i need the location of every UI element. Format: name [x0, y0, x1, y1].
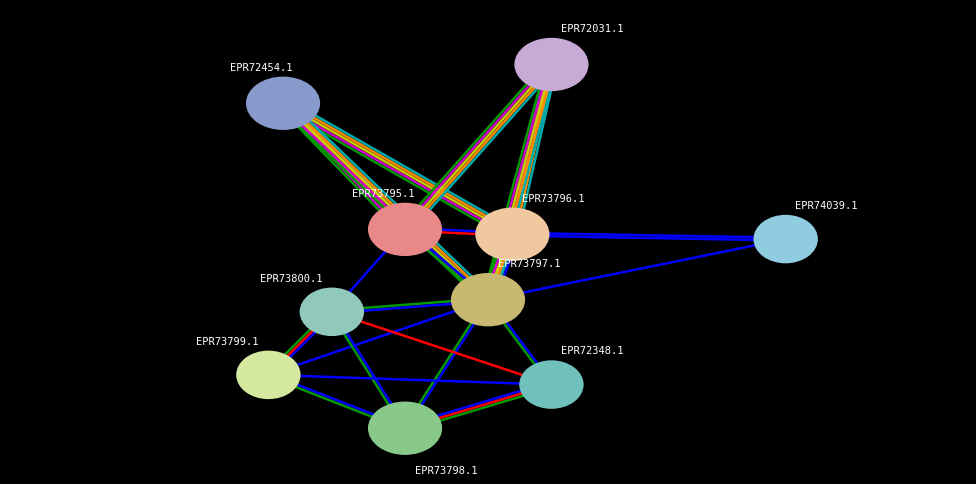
Text: EPR73798.1: EPR73798.1	[415, 465, 477, 475]
Text: EPR73797.1: EPR73797.1	[498, 258, 560, 269]
Text: EPR72348.1: EPR72348.1	[561, 346, 624, 356]
Ellipse shape	[753, 215, 818, 264]
Ellipse shape	[368, 402, 442, 455]
Ellipse shape	[368, 203, 442, 257]
Ellipse shape	[475, 208, 549, 261]
Ellipse shape	[300, 288, 364, 336]
Ellipse shape	[246, 77, 320, 131]
Text: EPR72031.1: EPR72031.1	[561, 24, 624, 34]
Ellipse shape	[519, 361, 584, 409]
Ellipse shape	[451, 273, 525, 327]
Ellipse shape	[236, 351, 301, 399]
Text: EPR74039.1: EPR74039.1	[795, 200, 858, 211]
Text: EPR73795.1: EPR73795.1	[352, 188, 415, 198]
Text: EPR73800.1: EPR73800.1	[260, 273, 322, 283]
Text: EPR73799.1: EPR73799.1	[196, 336, 259, 346]
Text: EPR73796.1: EPR73796.1	[522, 193, 585, 203]
Text: EPR72454.1: EPR72454.1	[230, 62, 293, 73]
Ellipse shape	[514, 39, 589, 92]
